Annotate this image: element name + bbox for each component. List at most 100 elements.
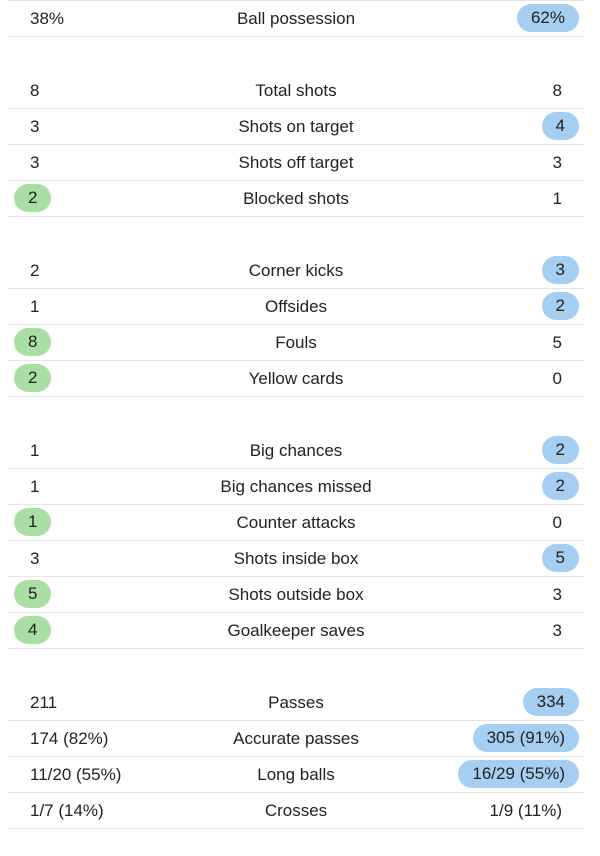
stat-group-discipline: 2 Corner kicks 3 1 Offsides 2 8 Fouls 5 2 Yello…	[8, 253, 584, 397]
stat-row-goalkeeper-saves: 4 Goalkeeper saves 3	[8, 613, 584, 649]
stat-row-big-chances: 1 Big chances 2	[8, 433, 584, 469]
stat-row-ball-possession: 38% Ball possession 62%	[8, 1, 584, 37]
stat-label: Shots off target	[238, 153, 354, 172]
stat-row-yellow-cards: 2 Yellow cards 0	[8, 361, 584, 397]
away-leader-badge: 2	[541, 472, 579, 500]
away-value: 305 (91%)	[472, 721, 579, 756]
home-value: 4	[14, 613, 52, 648]
away-leader-badge: 334	[522, 688, 579, 716]
away-value: 5	[541, 541, 579, 576]
away-leader-badge: 62%	[516, 4, 579, 32]
stat-row-shots-inside-box: 3 Shots inside box 5	[8, 541, 584, 577]
home-value: 1	[14, 505, 52, 540]
home-leader-badge: 2	[14, 184, 52, 212]
stat-row-long-balls: 11/20 (55%) Long balls 16/29 (55%)	[8, 757, 584, 793]
home-value: 3	[30, 549, 40, 568]
stat-label: Corner kicks	[248, 261, 344, 280]
stat-group-passing: 211 Passes 334 174 (82%) Accurate passes 305…	[8, 685, 584, 829]
stat-row-accurate-passes: 174 (82%) Accurate passes 305 (91%)	[8, 721, 584, 757]
away-leader-badge: 3	[541, 256, 579, 284]
home-value: 2	[14, 361, 52, 396]
stat-row-counter-attacks: 1 Counter attacks 0	[8, 505, 584, 541]
away-value: 0	[552, 369, 562, 388]
stat-row-corner-kicks: 2 Corner kicks 3	[8, 253, 584, 289]
away-value: 0	[552, 513, 562, 532]
home-leader-badge: 8	[14, 328, 52, 356]
stat-label: Yellow cards	[248, 369, 344, 388]
away-value: 3	[552, 585, 562, 604]
stat-row-blocked-shots: 2 Blocked shots 1	[8, 181, 584, 217]
home-value: 8	[14, 325, 52, 360]
home-value: 211	[30, 693, 58, 712]
away-leader-badge: 16/29 (55%)	[458, 760, 579, 788]
away-value: 2	[541, 469, 579, 504]
home-leader-badge: 4	[14, 616, 52, 644]
stat-label: Counter attacks	[236, 513, 356, 532]
home-value: 5	[14, 577, 52, 612]
stat-row-shots-outside-box: 5 Shots outside box 3	[8, 577, 584, 613]
home-value: 11/20 (55%)	[30, 765, 122, 784]
home-leader-badge: 5	[14, 580, 52, 608]
stat-label: Ball possession	[236, 9, 356, 28]
stat-group-attack: 1 Big chances 2 1 Big chances missed 2 1 Coun…	[8, 433, 584, 649]
group-spacer	[8, 37, 584, 73]
home-value: 3	[30, 117, 40, 136]
away-value: 1	[552, 189, 562, 208]
stat-row-shots-on-target: 3 Shots on target 4	[8, 109, 584, 145]
home-value: 1	[30, 477, 40, 496]
home-leader-badge: 1	[14, 508, 52, 536]
stat-label: Total shots	[255, 81, 337, 100]
home-value: 2	[30, 261, 40, 280]
away-value: 3	[541, 253, 579, 288]
stat-label: Blocked shots	[243, 189, 349, 208]
stat-row-fouls: 8 Fouls 5	[8, 325, 584, 361]
stat-group-shots: 8 Total shots 8 3 Shots on target 4 3 Shots o…	[8, 73, 584, 217]
away-value: 2	[541, 433, 579, 468]
stat-row-total-shots: 8 Total shots 8	[8, 73, 584, 109]
stat-label: Big chances missed	[220, 477, 372, 496]
stat-label: Offsides	[264, 297, 328, 316]
group-spacer	[8, 217, 584, 253]
stat-row-passes: 211 Passes 334	[8, 685, 584, 721]
away-leader-badge: 2	[541, 436, 579, 464]
group-spacer	[8, 397, 584, 433]
stat-label: Shots inside box	[233, 549, 359, 568]
stat-label: Big chances	[249, 441, 343, 460]
away-leader-badge: 5	[541, 544, 579, 572]
home-value: 174 (82%)	[30, 729, 109, 748]
stat-label: Passes	[268, 693, 324, 712]
home-value: 1	[30, 441, 40, 460]
stat-label: Shots outside box	[228, 585, 364, 604]
stat-label: Fouls	[275, 333, 317, 352]
stat-row-crosses: 1/7 (14%) Crosses 1/9 (11%)	[8, 793, 584, 829]
home-value: 3	[30, 153, 40, 172]
stat-row-shots-off-target: 3 Shots off target 3	[8, 145, 584, 181]
match-stats-panel: 38% Ball possession 62% 8 Total shots 8 3 Sho…	[8, 0, 584, 829]
away-value: 62%	[516, 1, 579, 36]
away-value: 3	[552, 621, 562, 640]
away-leader-badge: 2	[541, 292, 579, 320]
home-value: 1/7 (14%)	[30, 801, 104, 820]
top-divider	[8, 0, 584, 1]
home-value: 8	[30, 81, 40, 100]
away-value: 3	[552, 153, 562, 172]
home-value: 38%	[30, 9, 65, 28]
away-value: 8	[552, 81, 562, 100]
stat-label: Shots on target	[238, 117, 354, 136]
group-spacer	[8, 649, 584, 685]
away-value: 4	[541, 109, 579, 144]
stat-row-big-chances-missed: 1 Big chances missed 2	[8, 469, 584, 505]
away-value: 2	[541, 289, 579, 324]
away-value: 334	[522, 685, 579, 720]
stat-label: Goalkeeper saves	[227, 621, 365, 640]
away-leader-badge: 4	[541, 112, 579, 140]
home-value: 1	[30, 297, 40, 316]
away-value: 1/9 (11%)	[489, 801, 562, 820]
stat-group-possession: 38% Ball possession 62%	[8, 1, 584, 37]
home-leader-badge: 2	[14, 364, 52, 392]
away-value: 16/29 (55%)	[458, 757, 579, 792]
away-value: 5	[552, 333, 562, 352]
stat-row-offsides: 1 Offsides 2	[8, 289, 584, 325]
away-leader-badge: 305 (91%)	[472, 724, 579, 752]
home-value: 2	[14, 181, 52, 216]
